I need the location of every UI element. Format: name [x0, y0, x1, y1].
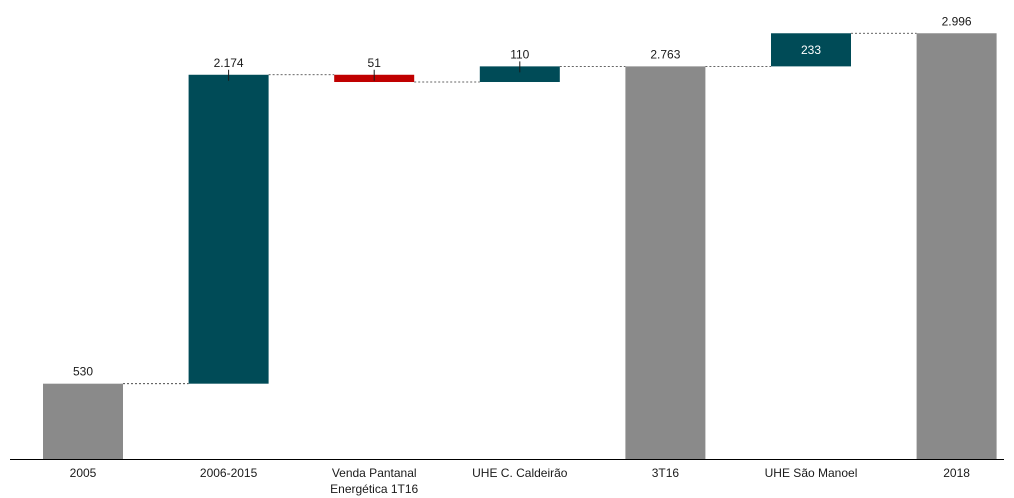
x-axis-labels: 2005 2006-2015 Venda Pantanal Energética 1T…: [70, 466, 971, 496]
value-label-2: 51: [368, 56, 382, 70]
x-tick-label-6: 2018: [943, 466, 970, 480]
value-label-4: 2.763: [650, 47, 680, 61]
x-tick-label-3: UHE C. Caldeirão: [472, 466, 568, 480]
bars: [43, 33, 997, 460]
value-label-3: 110: [510, 47, 529, 61]
value-ticks: [228, 61, 521, 81]
bar-6: [916, 33, 997, 459]
bar-5: [771, 33, 851, 67]
x-tick-label-2: Venda Pantanal Energética 1T16: [330, 466, 418, 496]
x-tick-label-0: 2005: [70, 466, 97, 480]
bar-1: [188, 74, 269, 384]
x-tick-label-4: 3T16: [652, 466, 680, 480]
x-tick-label-5: UHE São Manoel: [765, 466, 858, 480]
bar-0: [43, 383, 123, 459]
value-label-0: 530: [73, 365, 93, 379]
value-label-1: 2.174: [214, 56, 244, 70]
bar-4: [625, 66, 706, 460]
x-tick-label-1: 2006-2015: [200, 466, 258, 480]
bar-3: [479, 66, 560, 83]
value-label-5: 233: [801, 43, 821, 57]
value-labels: 530 2.174 51 110 2.763 233 2.996: [73, 14, 972, 378]
value-label-6: 2.996: [942, 14, 972, 28]
connector-lines: [123, 32, 917, 385]
